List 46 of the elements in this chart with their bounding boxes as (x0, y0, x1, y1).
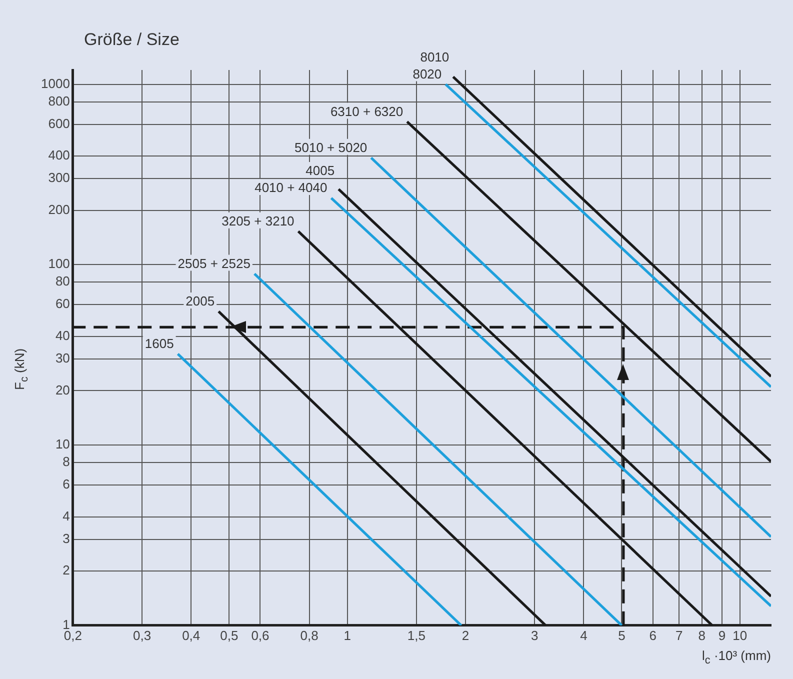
series-label: 8010 (420, 49, 450, 64)
x-tick-label: 0,8 (300, 628, 318, 643)
y-tick-label: 600 (48, 116, 70, 131)
y-tick-label: 800 (48, 93, 70, 108)
y-tick-label: 60 (55, 296, 70, 312)
x-tick-label: 3 (531, 628, 538, 643)
series-label: 2005 (186, 294, 215, 309)
y-tick-label: 400 (48, 148, 70, 163)
x-tick-label: 6 (649, 628, 656, 643)
y-tick-label: 6 (62, 476, 70, 492)
x-tick-label: 0,3 (133, 628, 152, 643)
series-label: 3205 + 3210 (222, 213, 294, 228)
y-tick-label: 1000 (41, 76, 70, 91)
x-tick-label: 5 (618, 628, 626, 643)
y-tick-label: 8 (62, 454, 70, 470)
x-axis-title: l$_{c}$ ·10³ (mm) (702, 648, 771, 667)
y-tick-label: 200 (48, 202, 70, 217)
x-tick-label: 8 (698, 628, 706, 643)
y-tick-label: 80 (55, 274, 70, 289)
y-tick-label: 10 (55, 436, 70, 452)
x-tick-label: 0,4 (182, 628, 200, 643)
x-tick-label: 2 (462, 628, 470, 643)
series-label: 5010 + 5020 (294, 140, 368, 155)
series-label: 4005 (306, 163, 335, 178)
y-tick-label: 4 (62, 508, 70, 524)
x-tick-label: 7 (675, 628, 683, 643)
y-tick-label: 100 (48, 256, 70, 272)
chart-title: Größe / Size (84, 30, 180, 50)
y-tick-label: 30 (55, 350, 70, 366)
x-tick-label: 9 (718, 628, 726, 643)
series-label: 6310 + 6320 (330, 104, 404, 119)
series-label: 8020 (412, 66, 442, 82)
x-tick-label: 10 (732, 628, 748, 643)
y-tick-label: 40 (55, 328, 70, 344)
x-tick-label: 1,5 (407, 628, 426, 643)
x-tick-label: 0,5 (220, 628, 238, 643)
y-tick-label: 300 (48, 170, 70, 186)
y-tick-label: 20 (55, 382, 70, 398)
x-tick-label: 4 (580, 628, 588, 643)
x-tick-label: 0,6 (251, 628, 270, 643)
y-tick-label: 2 (62, 562, 70, 578)
series-label: 1605 (144, 336, 174, 351)
x-tick-label: 1 (344, 628, 351, 643)
series-label: 2505 + 2525 (178, 256, 250, 271)
y-tick-label: 3 (62, 530, 70, 546)
series-label: 4010 + 4040 (254, 180, 328, 196)
